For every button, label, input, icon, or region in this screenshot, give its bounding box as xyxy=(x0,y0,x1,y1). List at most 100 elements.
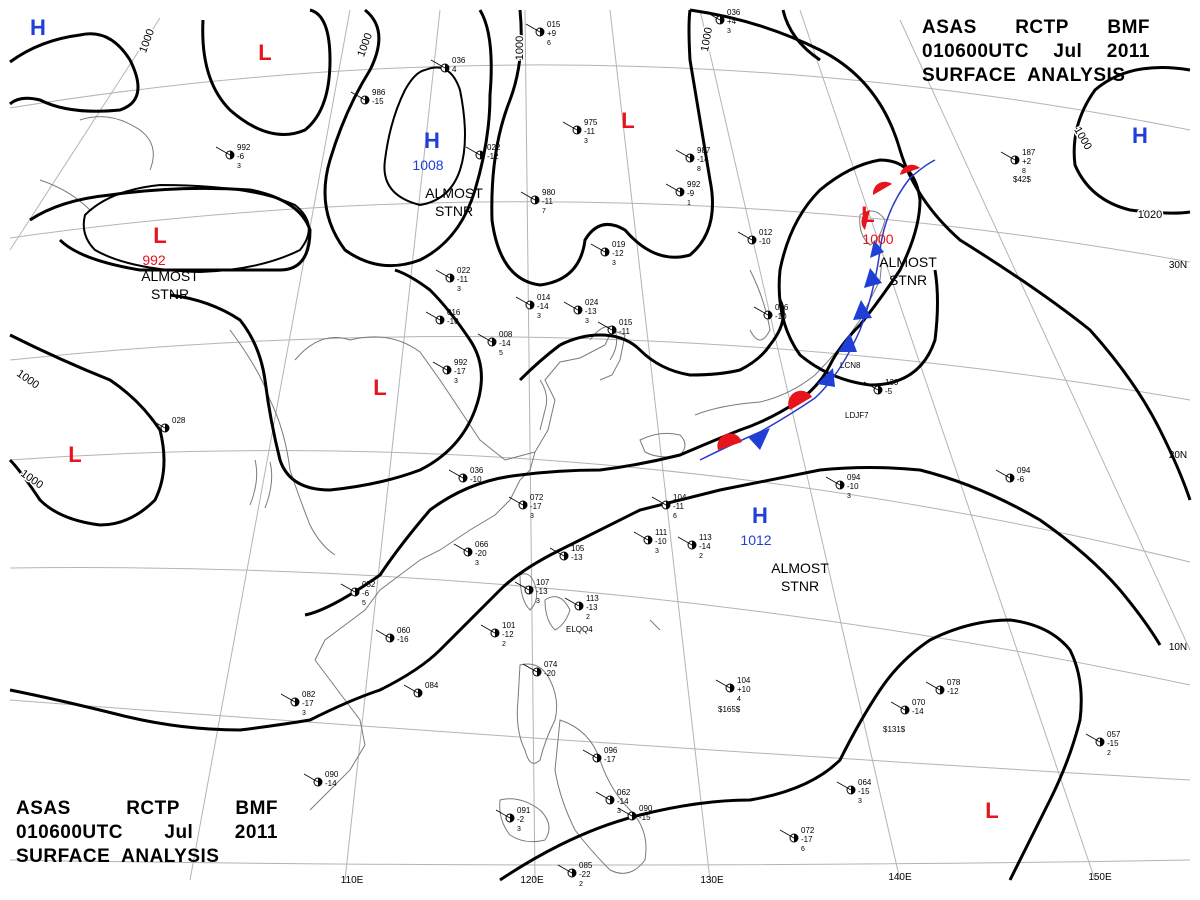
station-tag: $131$ xyxy=(883,725,906,734)
station-pressure: 070 xyxy=(912,698,926,707)
longitude-label: 140E xyxy=(888,872,912,883)
header-code: ASAS xyxy=(922,17,977,38)
cloud-cover-fill xyxy=(447,366,451,374)
stationary-note: STNR xyxy=(781,578,819,594)
station-plot: 085-22 2 xyxy=(557,861,593,888)
station-pressure: 113 xyxy=(699,533,712,542)
station-plot: 014-14 3 xyxy=(515,293,551,320)
station-plot: 036-10 xyxy=(448,466,484,484)
station-pressure: 987 xyxy=(697,146,711,155)
low-symbol: L xyxy=(373,375,386,400)
low-symbol: L xyxy=(68,442,81,467)
wind-barb xyxy=(508,496,524,506)
station-pressure: 019 xyxy=(612,240,626,249)
station-tendency: -17 xyxy=(302,699,314,708)
wind-barb xyxy=(425,311,441,321)
header-line-2: 010600UTC Jul 2011 xyxy=(922,40,1150,64)
header-line-1: ASAS RCTP BMF xyxy=(16,797,278,821)
high-symbol: H xyxy=(752,503,768,528)
station-cloud-amount: 7 xyxy=(542,208,546,215)
station-tendency: -6 xyxy=(1017,475,1025,484)
station-plot: 015+9 6 xyxy=(525,20,561,47)
cold-front-triangles xyxy=(748,240,884,450)
station-tendency: -10 xyxy=(655,537,667,546)
analysis-header-top: ASAS RCTP BMF 010600UTC Jul 2011 SURFACE… xyxy=(922,16,1150,88)
station-tendency: -12 xyxy=(487,152,499,161)
high-symbol: H xyxy=(1132,123,1148,148)
high-center: H xyxy=(1132,123,1148,148)
cloud-cover-fill xyxy=(535,196,539,204)
cloud-cover-fill xyxy=(440,316,444,324)
station-plot: 130-5 xyxy=(863,378,899,396)
wind-barb xyxy=(737,231,753,241)
cloud-cover-fill xyxy=(840,481,844,489)
station-plot: 992-6 3 xyxy=(215,143,251,170)
cloud-cover-fill xyxy=(752,236,756,244)
station-tendency: +10 xyxy=(737,685,751,694)
station-plot: 019-12 3 xyxy=(590,240,626,267)
cloud-cover-fill xyxy=(579,602,583,610)
station-plot: 066-20 3 xyxy=(453,540,489,567)
station-plot: 987-14 8 xyxy=(675,146,711,173)
low-symbol: L xyxy=(153,223,166,248)
cloud-cover-fill xyxy=(230,151,234,159)
station-pressure: 022 xyxy=(457,266,471,275)
station-plot: 091-2 3 xyxy=(495,806,531,833)
cloud-cover-fill xyxy=(1100,738,1104,746)
station-tendency: -11 xyxy=(619,327,631,336)
station-tag: LCN8 xyxy=(840,361,861,370)
station-plot: 104-11 6 xyxy=(651,493,687,520)
station-plot: 072-17 6 xyxy=(779,826,815,853)
station-tendency: +2 xyxy=(1022,157,1032,166)
station-tendency: -10 xyxy=(759,237,771,246)
wind-barb xyxy=(465,146,481,156)
header-year: 2011 xyxy=(1106,41,1150,62)
station-cloud-amount: 3 xyxy=(302,710,306,717)
wind-barb xyxy=(477,333,493,343)
station-pressure: 012 xyxy=(759,228,773,237)
station-cloud-amount: 3 xyxy=(847,493,851,500)
cloud-cover-fill xyxy=(390,634,394,642)
station-plot: 105-13 xyxy=(549,544,585,562)
station-plot: 012-10 xyxy=(737,228,773,246)
station-cloud-amount: 3 xyxy=(585,318,589,325)
station-plot: 992-17 3 xyxy=(432,358,468,385)
cloud-cover-fill xyxy=(523,501,527,509)
station-plot: 113-13 2 xyxy=(564,594,599,621)
station-cloud-amount: 3 xyxy=(655,548,659,555)
header-code: ASAS xyxy=(16,798,71,819)
station-plot: 096-17 xyxy=(582,746,618,764)
station-cloud-amount: 3 xyxy=(537,313,541,320)
header-month: Jul xyxy=(1053,41,1083,62)
header-year: 2011 xyxy=(234,822,278,843)
station-tag: LDJF7 xyxy=(845,411,869,420)
station-plot: 016-10 xyxy=(425,308,461,326)
wind-barb xyxy=(549,547,565,557)
low-center: L 1000 ALMOST STNR xyxy=(861,202,937,288)
weather-front xyxy=(699,159,936,461)
station-tendency: -15 xyxy=(372,97,384,106)
station-tendency: -14 xyxy=(697,155,709,164)
stationary-note: ALMOST xyxy=(141,268,199,284)
station-tendency: -15 xyxy=(1107,739,1119,748)
wind-barb xyxy=(715,679,731,689)
cloud-cover-fill xyxy=(355,588,359,596)
station-pressure: 084 xyxy=(425,681,439,690)
station-pressure: 094 xyxy=(847,473,861,482)
wind-barb xyxy=(925,681,941,691)
isobar-label: 1000 xyxy=(699,26,715,52)
wind-barb xyxy=(779,829,795,839)
wind-barb xyxy=(375,629,391,639)
cloud-cover-fill xyxy=(572,869,576,877)
high-symbol: H xyxy=(424,128,440,153)
station-plot: 057-15 2 xyxy=(1085,730,1121,757)
cloud-cover-fill xyxy=(851,786,855,794)
station-plot: 060-16 xyxy=(375,626,411,644)
wind-barb xyxy=(1085,733,1101,743)
station-tendency: -15 xyxy=(858,787,870,796)
wind-barb xyxy=(435,269,451,279)
station-tendency: -17 xyxy=(454,367,466,376)
station-pressure: 016 xyxy=(447,308,461,317)
header-line-2: 010600UTC Jul 2011 xyxy=(16,821,278,845)
station-tendency: -14 xyxy=(699,542,711,551)
